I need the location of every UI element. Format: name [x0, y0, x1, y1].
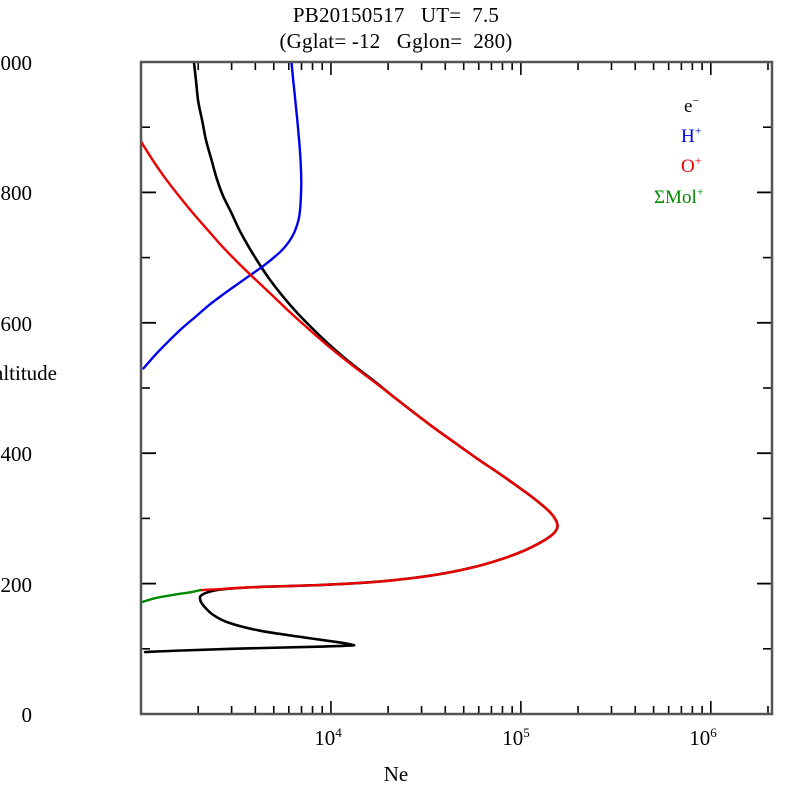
x-tick-label-1e5: 105 — [502, 726, 530, 751]
x-tick-exponent-1e5: 5 — [523, 725, 530, 740]
x-tick-exponent-1e4: 4 — [335, 725, 342, 740]
y-tick-label-1000: 1000 — [0, 51, 32, 75]
legend-item-electron: e− — [684, 93, 700, 118]
y-axis-label: altitude — [0, 361, 57, 385]
x-tick-label-1e6: 106 — [689, 726, 717, 751]
legend-label-hydrogen-ion: H — [681, 126, 695, 147]
legend-label-electron: e — [684, 96, 693, 117]
legend-item-hydrogen-ion: H+ — [681, 123, 702, 148]
data-curves — [142, 63, 559, 654]
title-line-2: (Gglat= -12 Gglon= 280) — [279, 29, 513, 53]
curve-group — [142, 63, 559, 654]
title-line-1: PB20150517 UT= 7.5 — [292, 3, 500, 27]
y-tick-label-600: 600 — [0, 312, 33, 336]
x-tick-mantissa-1e5: 10 — [502, 726, 524, 750]
plot-frame — [139, 60, 774, 716]
figure-title: PB20150517 UT= 7.5 (Gglat= -12 Gglon= 28… — [0, 2, 792, 54]
legend-sup-electron: − — [692, 93, 700, 108]
series-line-H — [142, 63, 303, 370]
y-tick-label-800: 800 — [0, 181, 33, 205]
y-tick-label-400: 400 — [0, 442, 33, 466]
legend-sup-oxygen-ion: + — [694, 153, 702, 168]
x-tick-label-1e4: 104 — [314, 726, 342, 751]
y-tick-label-200: 200 — [0, 573, 33, 597]
x-axis-label: Ne — [383, 762, 409, 786]
legend-item-oxygen-ion: O+ — [681, 153, 702, 178]
series-line-Mol — [142, 588, 202, 604]
x-tick-exponent-1e6: 6 — [710, 725, 717, 740]
x-tick-mantissa-1e4: 10 — [314, 726, 336, 750]
legend-item-molecular-ion-sum: ΣMol+ — [654, 184, 704, 209]
x-tick-mantissa-1e6: 10 — [689, 726, 711, 750]
series-line-O — [142, 140, 559, 592]
legend-sup-hydrogen-ion: + — [694, 123, 702, 138]
legend-sup-molecular-ion-sum: + — [696, 184, 704, 199]
axis-ticks — [140, 61, 772, 715]
legend-label-molecular-ion-sum: ΣMol — [654, 187, 697, 208]
legend-label-oxygen-ion: O — [681, 156, 695, 177]
y-tick-label-0: 0 — [21, 703, 33, 727]
series-line-e — [143, 63, 559, 654]
